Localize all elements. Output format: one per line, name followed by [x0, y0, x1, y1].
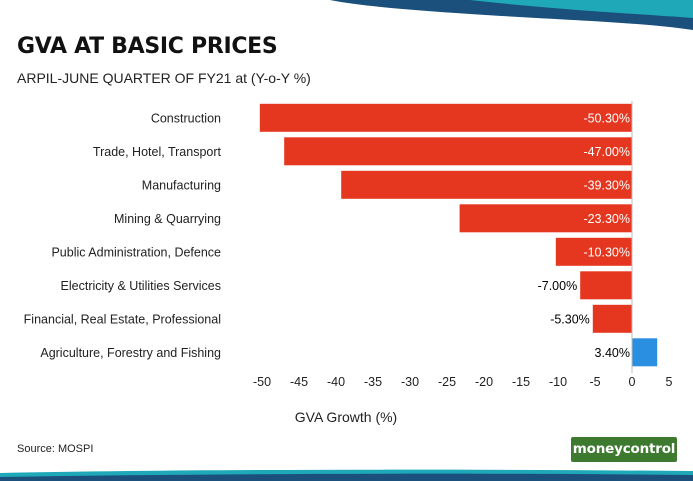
x-axis-title: GVA Growth (%)	[295, 409, 397, 425]
category-label-6: Financial, Real Estate, Professional	[24, 312, 221, 326]
moneycontrol-logo: moneycontrol	[571, 437, 677, 462]
bar-5	[580, 271, 632, 300]
x-tick-label-6: -20	[475, 375, 493, 389]
bar-2	[341, 170, 632, 199]
category-labels: Construction Trade, Hotel, Transport Manuf…	[24, 111, 222, 359]
value-label-1: -47.00%	[583, 145, 630, 159]
value-label-4: -10.30%	[583, 245, 630, 259]
x-tick-label-4: -30	[401, 375, 419, 389]
x-tick-label-5: -25	[438, 375, 456, 389]
chart-subtitle: ARPIL-JUNE QUARTER OF FY21 at (Y-o-Y %)	[17, 70, 311, 86]
value-label-0: -50.30%	[583, 111, 630, 125]
x-tick-labels: -50 -45 -40 -35 -30 -25 -20 -15 -10 -5 0 5	[253, 375, 673, 389]
x-tick-label-2: -40	[327, 375, 345, 389]
category-label-3: Mining & Quarrying	[114, 212, 221, 226]
x-tick-label-1: -45	[290, 375, 308, 389]
x-tick-label-9: -5	[589, 375, 600, 389]
x-tick-label-8: -10	[549, 375, 567, 389]
bar-6	[592, 304, 632, 333]
source-note: Source: MOSPI	[17, 443, 94, 455]
x-tick-label-11: 5	[666, 375, 673, 389]
bar-3	[459, 204, 632, 233]
bar-4	[555, 237, 632, 266]
category-label-5: Electricity & Utilities Services	[61, 279, 221, 293]
top-decorative-wave	[330, 0, 693, 30]
x-tick-label-7: -15	[512, 375, 530, 389]
value-label-7: 3.40%	[595, 346, 630, 360]
value-label-3: -23.30%	[583, 212, 630, 226]
value-label-2: -39.30%	[583, 178, 630, 192]
category-label-0: Construction	[151, 111, 221, 125]
category-label-1: Trade, Hotel, Transport	[93, 145, 222, 159]
category-label-7: Agriculture, Forestry and Fishing	[40, 346, 221, 360]
value-label-5: -7.00%	[538, 279, 578, 293]
bar-0	[259, 103, 632, 132]
x-tick-label-10: 0	[629, 375, 636, 389]
x-tick-label-3: -35	[364, 375, 382, 389]
x-tick-label-0: -50	[253, 375, 271, 389]
value-labels: -50.30% -47.00% -39.30% -23.30% -10.30% -7.00…	[538, 111, 630, 359]
value-label-6: -5.30%	[550, 312, 590, 326]
bar-7	[632, 338, 658, 367]
bars-layer	[259, 103, 658, 367]
chart-title: GVA AT BASIC PRICES	[17, 34, 278, 59]
category-label-4: Public Administration, Defence	[51, 245, 221, 259]
bar-1	[284, 137, 632, 166]
bottom-decorative-wave	[0, 469, 693, 481]
category-label-2: Manufacturing	[142, 178, 221, 192]
